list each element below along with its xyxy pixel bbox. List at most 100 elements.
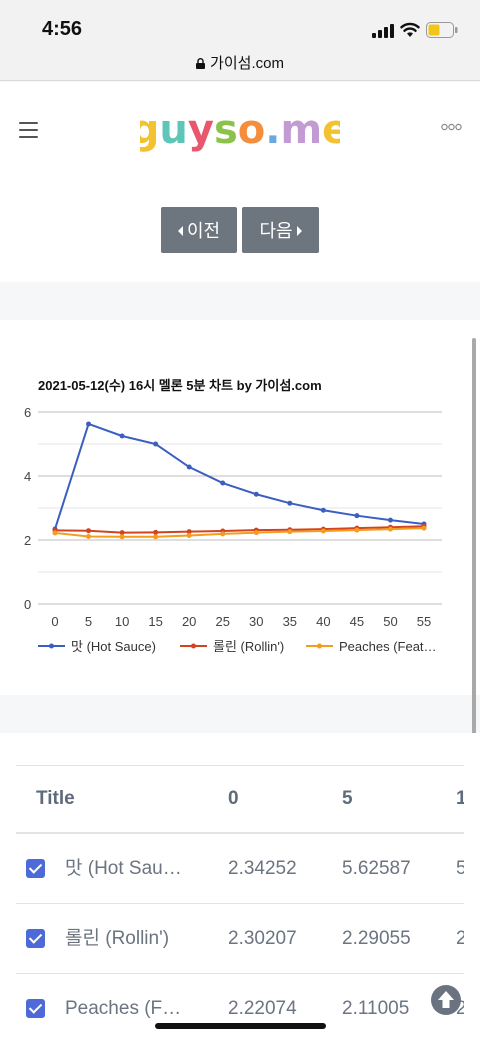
row-checkbox[interactable] [26, 999, 45, 1018]
next-button-label: 다음 [259, 221, 293, 241]
hamburger-menu-icon[interactable] [19, 122, 38, 138]
status-bar: 4:56 [0, 0, 480, 48]
prev-button[interactable]: 이전 [161, 207, 237, 253]
logo-letter: e [322, 107, 340, 153]
logo-letter: g [140, 107, 159, 153]
caret-right-icon [296, 226, 302, 236]
table-header-row: Title 0 5 10 [16, 765, 464, 834]
logo-letter: s [214, 107, 238, 153]
logo-letter: u [159, 107, 187, 153]
x-tick-label: 50 [383, 614, 397, 629]
row-value-10: 5 [456, 857, 464, 879]
home-indicator [155, 1023, 326, 1029]
lock-icon [196, 58, 206, 69]
row-checkbox[interactable] [26, 929, 45, 948]
x-tick-label: 0 [51, 614, 58, 629]
x-tick-label: 5 [85, 614, 92, 629]
data-point [153, 529, 159, 535]
url-display[interactable]: 가이섬.com [196, 52, 284, 73]
table-row: 맛 (Hot Sauce) 2.34252 5.62587 5 [16, 834, 464, 904]
x-tick-label: 15 [148, 614, 162, 629]
x-tick-label: 25 [215, 614, 229, 629]
data-point [86, 533, 92, 539]
x-tick-label: 40 [316, 614, 330, 629]
logo-letter: y [188, 107, 214, 153]
y-tick-label: 0 [24, 597, 31, 612]
chart-title: 2021-05-12(수) 16시 멜론 5분 차트 by 가이섬.com [38, 378, 322, 393]
x-tick-label: 55 [417, 614, 431, 629]
x-tick-label: 30 [249, 614, 263, 629]
logo-letter: o [238, 107, 265, 153]
wifi-icon [400, 22, 420, 37]
arrow-up-icon [438, 991, 454, 1008]
data-point [387, 526, 393, 532]
data-point [287, 529, 293, 535]
row-value-0: 2.34252 [228, 857, 297, 879]
row-title: 롤린 (Rollin') [65, 928, 170, 949]
site-logo[interactable]: guyso.me [140, 106, 340, 156]
column-header-0[interactable]: 0 [228, 788, 239, 809]
data-point [186, 529, 192, 535]
row-value-0: 2.22074 [228, 997, 297, 1019]
data-point [287, 500, 293, 506]
legend-marker [317, 643, 322, 649]
cellular-signal-icon [372, 24, 394, 38]
row-value-5: 5.62587 [342, 857, 411, 879]
x-tick-label: 10 [115, 614, 129, 629]
legend-marker [191, 643, 196, 649]
column-header-10[interactable]: 10 [456, 788, 464, 809]
data-point [52, 530, 58, 536]
data-point [220, 531, 226, 537]
data-point [119, 433, 125, 439]
table-row: Peaches (Feat. Daniel Caesar & Giveon) 2… [16, 974, 464, 1039]
pagination-section: 이전 다음 [0, 180, 480, 282]
legend-label: 롤린 (Rollin') [213, 639, 284, 654]
y-tick-label: 4 [24, 469, 31, 484]
page-scrollbar[interactable] [472, 338, 476, 756]
site-header: guyso.me [0, 82, 480, 180]
row-value-5: 2.29055 [342, 927, 411, 949]
x-tick-label: 20 [182, 614, 196, 629]
url-domain: 가이섬.com [210, 55, 284, 72]
line-chart[interactable]: 0 2 4 6 0 5 10 15 20 25 30 35 40 45 50 55 맛 (Hot Sauce) 롤… [0, 400, 480, 675]
row-value-5: 2.11005 [342, 997, 410, 1019]
data-point [320, 507, 326, 513]
battery-icon [426, 22, 458, 38]
data-point [119, 534, 125, 540]
y-tick-label: 6 [24, 405, 31, 420]
legend-label: 맛 (Hot Sauce) [71, 639, 156, 654]
data-point [186, 464, 192, 470]
series-line [54, 422, 425, 530]
data-point [354, 527, 360, 533]
y-tick-label: 2 [24, 533, 31, 548]
next-button[interactable]: 다음 [242, 207, 319, 253]
data-point [153, 441, 159, 447]
legend-marker [49, 643, 54, 649]
data-point [354, 513, 360, 519]
data-point [387, 517, 393, 523]
data-point [86, 528, 92, 534]
data-point [253, 530, 259, 536]
more-options-icon[interactable] [441, 123, 462, 131]
row-title: 맛 (Hot Sauce) [65, 858, 185, 879]
logo-letter: m [280, 107, 322, 153]
data-point [220, 480, 226, 486]
row-title: Peaches (Feat. Daniel Caesar & Giveon) [65, 998, 185, 1019]
column-header-5[interactable]: 5 [342, 788, 353, 809]
x-tick-label: 35 [283, 614, 297, 629]
data-point [421, 525, 427, 531]
data-point [86, 421, 92, 427]
status-time: 4:56 [42, 18, 83, 40]
legend-label: Peaches (Feat… [339, 639, 437, 654]
data-point [186, 533, 192, 539]
x-tick-label: 45 [350, 614, 364, 629]
series-line [54, 525, 425, 534]
data-point [153, 534, 159, 540]
table-card: Title 0 5 10 맛 (Hot Sauce) 2.34252 5.625… [0, 733, 480, 1039]
address-bar[interactable]: 가이섬.com [0, 48, 480, 81]
row-value-10: 2 [456, 927, 464, 949]
caret-left-icon [177, 226, 183, 236]
column-header-title[interactable]: Title [36, 788, 75, 809]
row-checkbox[interactable] [26, 859, 45, 878]
scroll-to-top-button[interactable] [431, 985, 461, 1015]
